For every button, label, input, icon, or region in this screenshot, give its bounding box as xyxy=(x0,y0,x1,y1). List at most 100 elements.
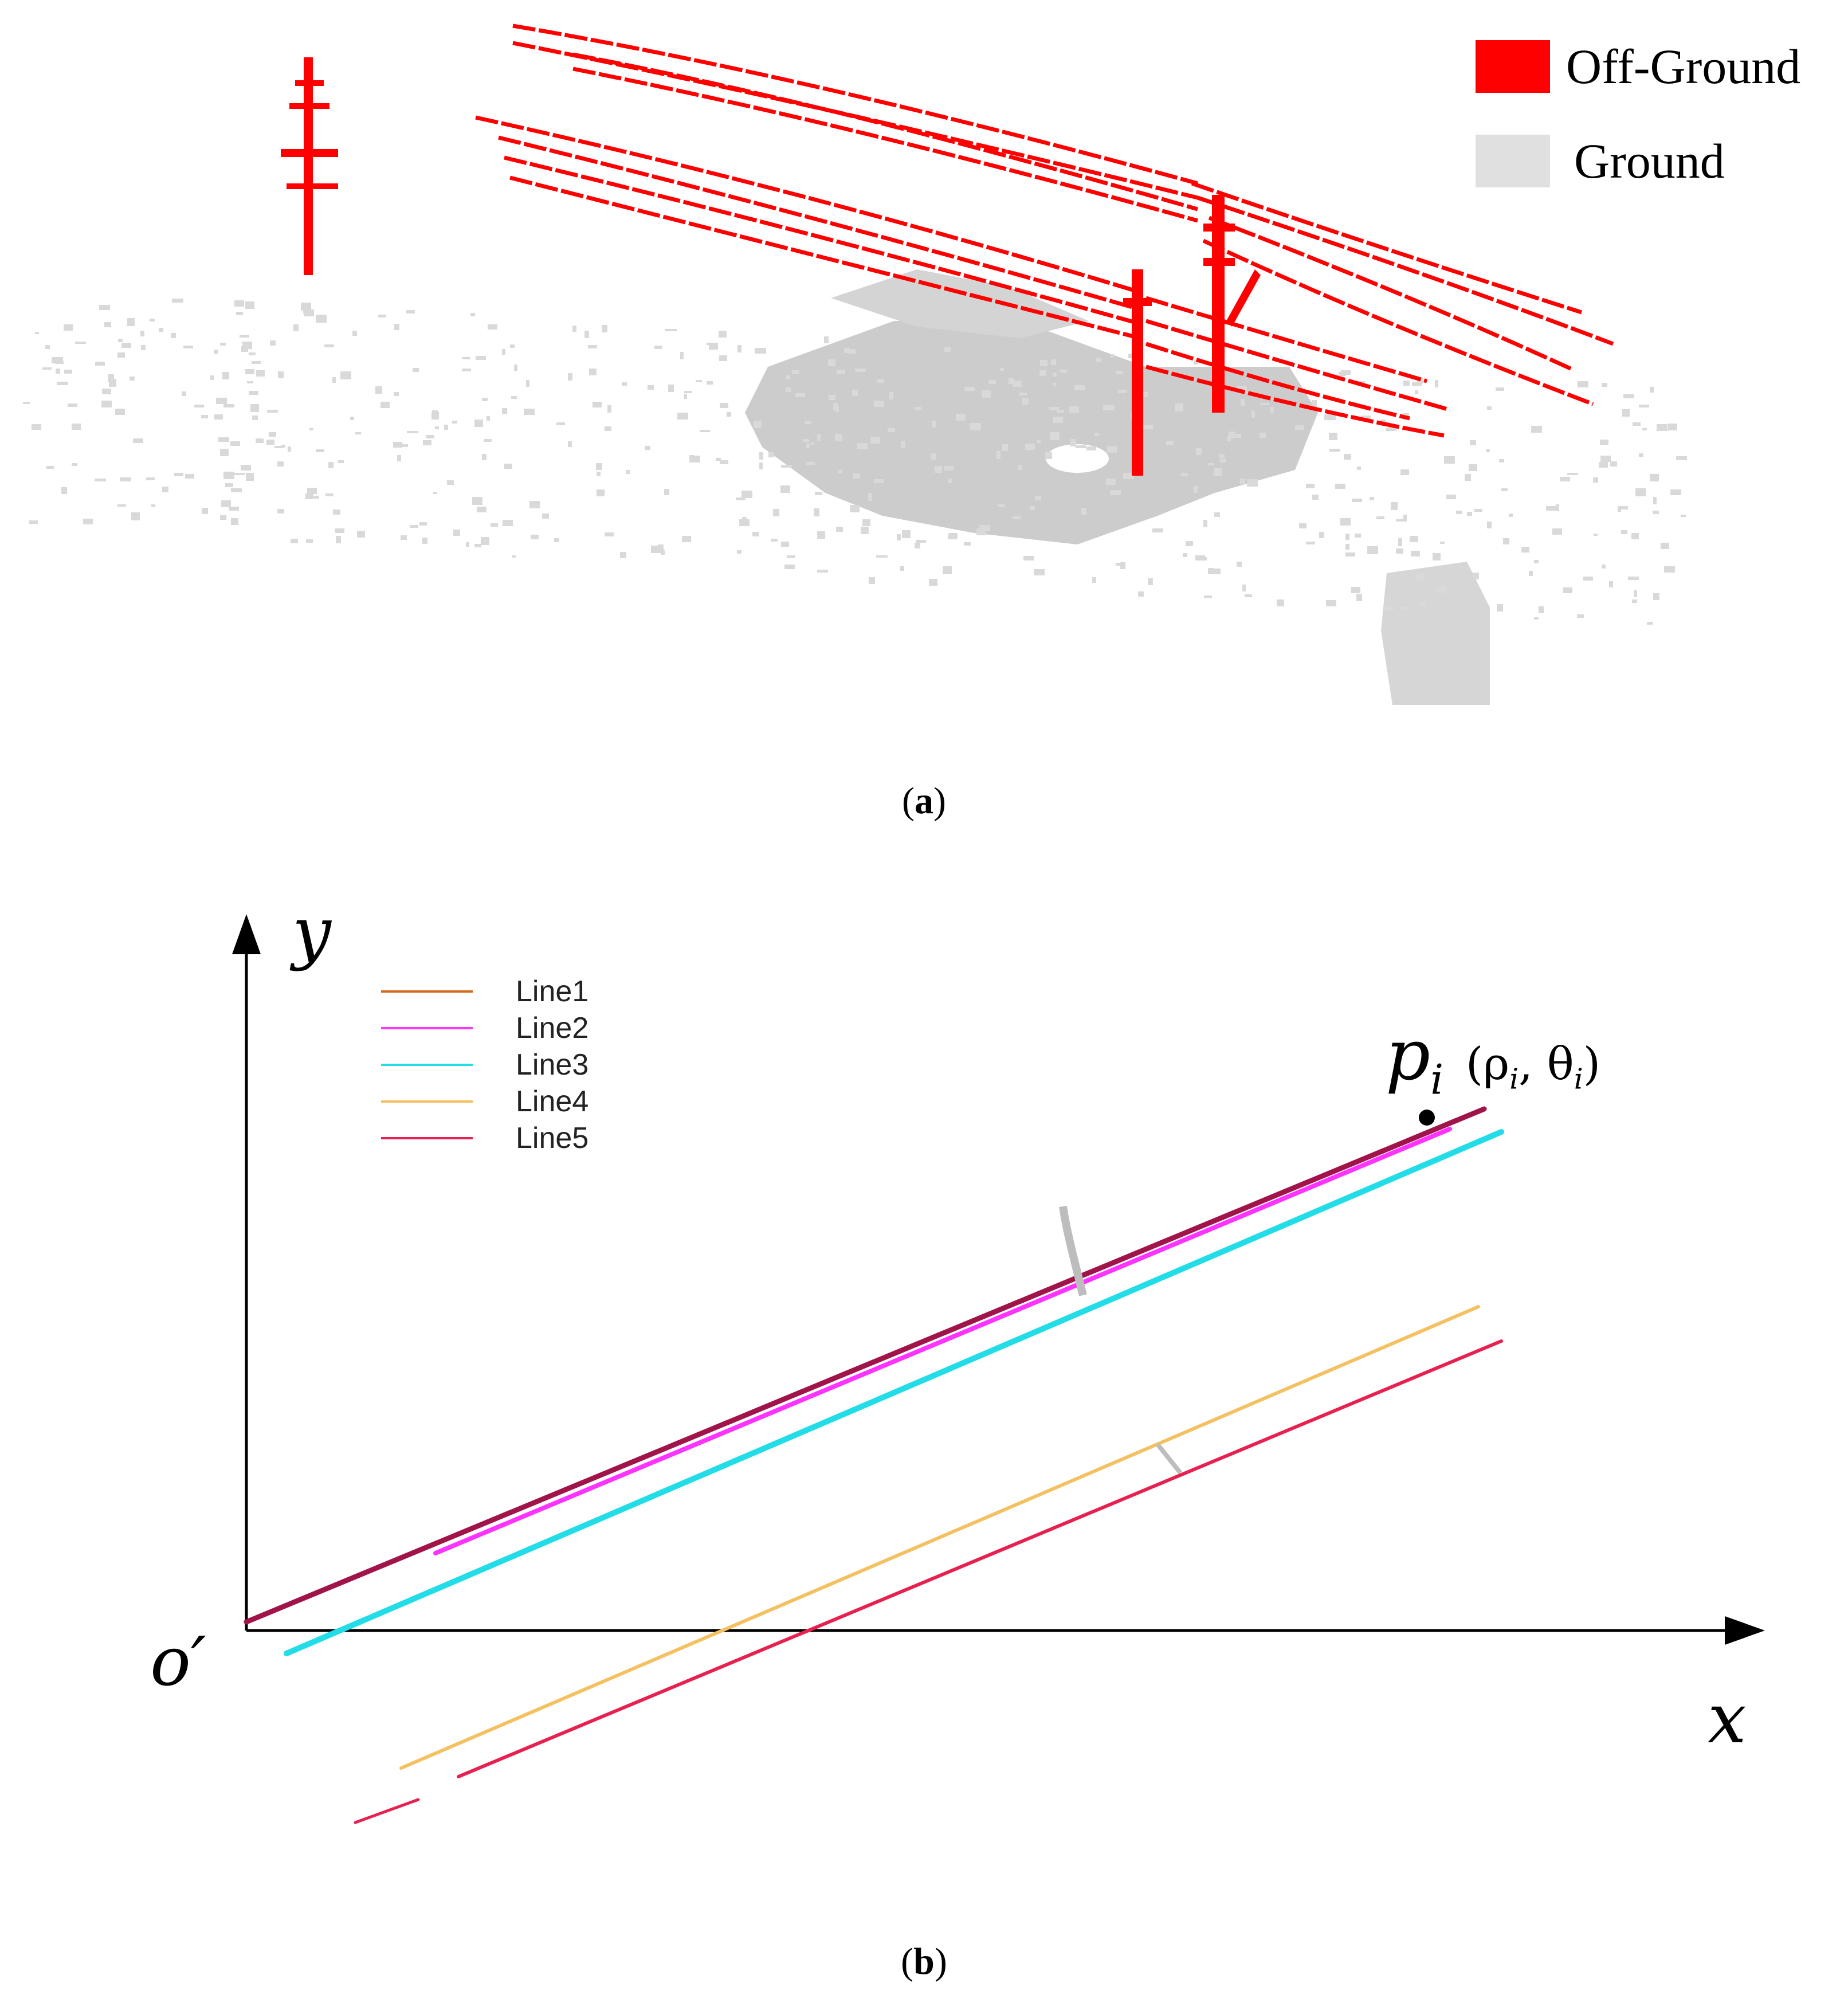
ground-point xyxy=(1467,512,1472,516)
ground-point xyxy=(719,331,727,338)
ground-point xyxy=(309,428,313,430)
ground-point xyxy=(117,352,125,358)
ground-point xyxy=(252,361,261,364)
ground-point xyxy=(597,472,601,476)
ground-point xyxy=(1531,426,1542,433)
ground-point xyxy=(1060,370,1067,373)
ground-point xyxy=(72,463,77,466)
ground-point xyxy=(888,428,895,432)
ground-point xyxy=(1195,557,1207,561)
ground-point xyxy=(61,487,67,494)
ground-point xyxy=(1628,577,1639,580)
ground-point xyxy=(1013,381,1022,387)
ground-point xyxy=(829,395,835,400)
ground-point xyxy=(95,362,105,366)
ground-point xyxy=(1486,449,1490,452)
ground-point xyxy=(874,479,884,483)
ground-point xyxy=(682,536,691,542)
ground-point xyxy=(444,425,448,430)
ground-point xyxy=(836,527,843,532)
ground-point xyxy=(45,345,50,349)
ground-point xyxy=(529,501,540,508)
ground-point xyxy=(32,424,41,430)
ground-point xyxy=(742,517,747,524)
ground-point xyxy=(719,355,727,361)
caption-letter-a: a xyxy=(915,780,933,822)
ground-point xyxy=(964,387,975,391)
ground-point xyxy=(1600,456,1611,462)
ground-point xyxy=(1415,390,1418,394)
ground-point xyxy=(1166,441,1174,445)
ground-point xyxy=(1034,569,1045,575)
ground-point xyxy=(1386,428,1396,431)
ground-point xyxy=(964,542,971,546)
ground-point xyxy=(1497,604,1503,612)
ground-scatter-points xyxy=(23,299,1687,625)
ground-point xyxy=(654,346,662,349)
ground-point xyxy=(426,435,434,438)
ground-point xyxy=(447,480,454,485)
ground-point xyxy=(1433,553,1441,561)
panel-b-line-plot: y x o′ pi (ρi, θi) xyxy=(0,860,1848,1991)
ground-point xyxy=(1237,562,1242,567)
power-line-wire-2 xyxy=(512,41,1198,200)
ground-point xyxy=(1341,370,1351,375)
point-coords-sub1: i xyxy=(1509,1062,1519,1096)
ground-point xyxy=(658,544,664,552)
ground-point xyxy=(1140,392,1148,397)
ground-point xyxy=(1396,548,1403,554)
ground-point xyxy=(786,375,790,379)
ground-point xyxy=(240,335,249,338)
legend-label-ground: Ground xyxy=(1574,134,1725,189)
ground-point xyxy=(607,405,611,413)
ground-point xyxy=(948,479,952,483)
ground-point xyxy=(486,416,490,421)
ground-point xyxy=(605,532,614,536)
ground-point xyxy=(1653,593,1659,600)
power-line-wire-8 xyxy=(509,175,1141,340)
ground-point xyxy=(1022,398,1029,405)
ground-point xyxy=(1194,360,1198,365)
ground-point xyxy=(554,538,559,542)
ground-point xyxy=(1676,456,1687,460)
ground-point xyxy=(932,421,936,428)
ground-point xyxy=(622,382,627,386)
ground-point xyxy=(680,352,684,359)
ground-point xyxy=(95,479,106,481)
ground-point xyxy=(1670,489,1681,495)
ground-point xyxy=(1039,370,1046,376)
ground-point xyxy=(754,421,762,428)
line2-trace xyxy=(433,1127,1452,1555)
ground-point xyxy=(140,331,144,336)
ground-point xyxy=(278,371,284,378)
ground-point xyxy=(1599,462,1608,468)
ground-point xyxy=(1208,568,1214,574)
ground-point xyxy=(397,455,401,461)
ground-point xyxy=(568,373,572,381)
ground-point xyxy=(838,470,842,473)
ground-point xyxy=(220,343,226,346)
gray-artifact-2 xyxy=(1155,1443,1183,1475)
ground-point xyxy=(194,405,204,407)
ground-point xyxy=(306,539,313,543)
ground-point xyxy=(1440,542,1445,544)
ground-point xyxy=(231,488,242,492)
ground-point xyxy=(270,340,276,346)
ground-point xyxy=(1456,511,1462,514)
ground-point xyxy=(1110,490,1121,495)
ground-point xyxy=(1370,497,1374,500)
ground-point xyxy=(68,403,77,407)
ground-point xyxy=(996,451,1000,459)
ground-point xyxy=(998,504,1005,507)
legend-label-off-ground: Off-Ground xyxy=(1566,39,1801,94)
ground-point xyxy=(269,432,276,437)
ground-point xyxy=(943,566,952,574)
ground-point xyxy=(393,442,402,448)
ground-point xyxy=(806,443,810,448)
ground-point xyxy=(593,402,602,407)
ground-point xyxy=(700,430,710,432)
ground-point xyxy=(771,539,778,542)
ground-point xyxy=(811,442,814,445)
ground-point xyxy=(1469,464,1477,471)
legend-stroke-line5 xyxy=(381,1137,473,1139)
